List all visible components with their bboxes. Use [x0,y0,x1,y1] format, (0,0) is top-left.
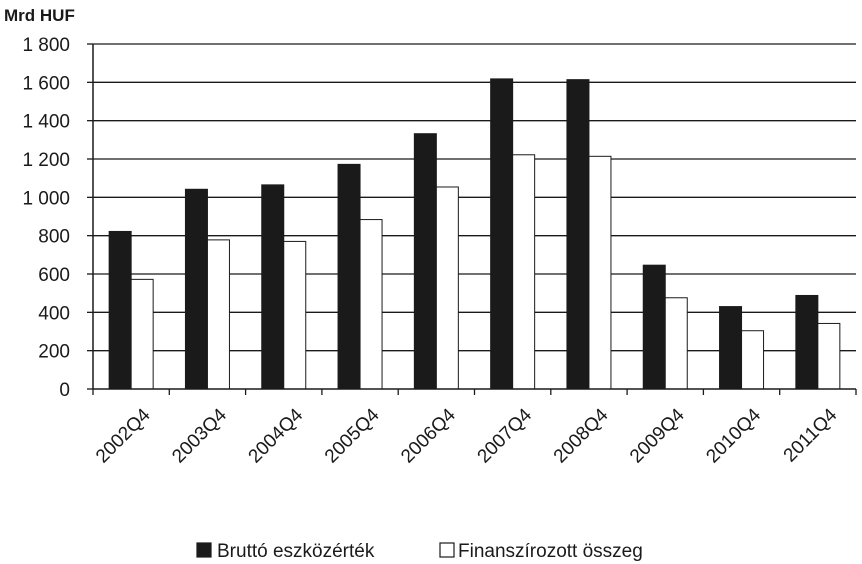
bar-brutto [490,78,514,390]
bar-finanszirozott [817,322,841,390]
legend: Bruttó eszközérték Finanszírozott összeg [196,541,643,562]
x-tick-label: 2009Q4 [626,404,689,467]
bar-finanszirozott [588,155,612,390]
legend-swatch-brutto [196,542,212,558]
y-tick-labels: 0 200 400 600 800 1 000 1 200 1 400 1 600 1 800 [22,35,70,401]
bar-finanszirozott [130,278,154,390]
bar-finanszirozott [435,186,459,390]
y-tick-label: 0 [59,380,70,401]
x-tick-label: 2005Q4 [321,404,384,467]
x-tick-label: 2003Q4 [168,404,231,467]
y-tick-label: 800 [38,227,70,248]
bar-finanszirozott [206,239,230,390]
bar-brutto [108,230,132,390]
x-tick-label: 2008Q4 [550,404,613,467]
bar-brutto [642,264,666,390]
x-tick-label: 2010Q4 [702,404,765,467]
bar-brutto [795,294,819,390]
x-tick-label: 2011Q4 [780,404,842,466]
y-tick-label: 1 600 [22,73,70,94]
x-tick-labels: 2002Q4 2003Q4 2004Q4 2005Q4 2006Q4 2007Q4 2008… [92,404,842,467]
bar-finanszirozott [741,330,765,390]
bars [108,78,841,390]
x-tick-label: 2007Q4 [474,404,537,467]
x-tick-label: 2004Q4 [245,404,308,467]
bar-finanszirozott [512,154,536,390]
y-tick-label: 1 400 [22,112,70,133]
y-axis-unit-label: Mrd HUF [4,6,75,25]
bar-brutto [719,306,743,390]
bar-finanszirozott [359,219,383,390]
bar-brutto [413,133,437,390]
bar-brutto [566,79,590,390]
legend-swatch-finanszirozott [439,542,455,558]
y-tick-label: 1 000 [22,188,70,209]
legend-label-brutto: Bruttó eszközérték [217,541,375,562]
x-tick-label: 2002Q4 [92,404,155,467]
y-tick-label: 400 [38,303,70,324]
bar-brutto [337,163,361,390]
y-tick-label: 200 [38,342,70,363]
bar-brutto [261,184,285,390]
legend-label-finanszirozott: Finanszírozott összeg [458,541,643,562]
y-tick-label: 1 200 [22,150,70,171]
bar-finanszirozott [283,240,307,390]
axes [92,44,857,395]
x-tick-label: 2006Q4 [397,404,460,467]
y-tick-label: 1 800 [22,35,70,56]
bar-finanszirozott [664,297,688,390]
bar-brutto [184,188,208,390]
y-tick-label: 600 [38,265,70,286]
